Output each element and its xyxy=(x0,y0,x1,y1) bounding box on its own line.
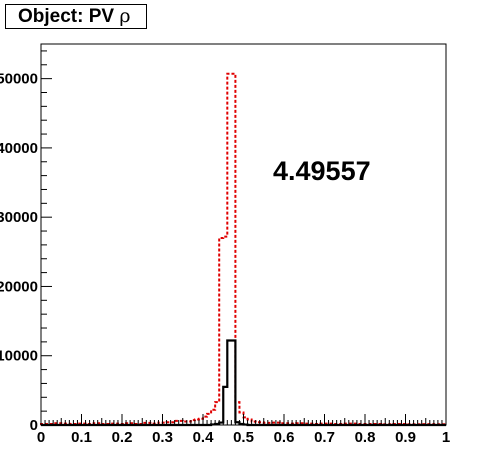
title-text: Object: PV xyxy=(18,6,120,27)
title-box: Object: PV ρ xyxy=(5,4,147,29)
x-tick-label: 0 xyxy=(37,429,45,446)
y-tick-label: 50000 xyxy=(0,71,38,88)
y-tick-label: 10000 xyxy=(0,348,38,365)
y-tick-label: 40000 xyxy=(0,140,38,157)
x-tick-label: 0.4 xyxy=(193,429,215,446)
x-tick-label: 1 xyxy=(442,429,450,446)
y-tick-label: 0 xyxy=(30,417,38,434)
rho-symbol: ρ xyxy=(119,5,131,27)
annotation-value: 4.49557 xyxy=(273,156,371,186)
x-tick-label: 0.5 xyxy=(233,429,254,446)
x-tick-label: 0.7 xyxy=(314,429,335,446)
series-dashed-red xyxy=(40,72,447,426)
plot-frame xyxy=(40,43,447,426)
x-tick-label: 0.3 xyxy=(152,429,173,446)
y-tick-label: 20000 xyxy=(0,278,38,295)
x-tick-label: 0.1 xyxy=(71,429,92,446)
series-layer xyxy=(40,72,447,427)
axis-layer: 0 0.1 0.2 0.3 0.4 0.5 0.6 0.7 0.8 0.9 1 0 10000 20000… xyxy=(0,50,450,446)
y-tick-label: 30000 xyxy=(0,209,38,226)
x-tick-label: 0.9 xyxy=(395,429,416,446)
x-tick-label: 0.6 xyxy=(274,429,295,446)
x-tick-label: 0.8 xyxy=(355,429,376,446)
x-tick-label: 0.2 xyxy=(112,429,133,446)
